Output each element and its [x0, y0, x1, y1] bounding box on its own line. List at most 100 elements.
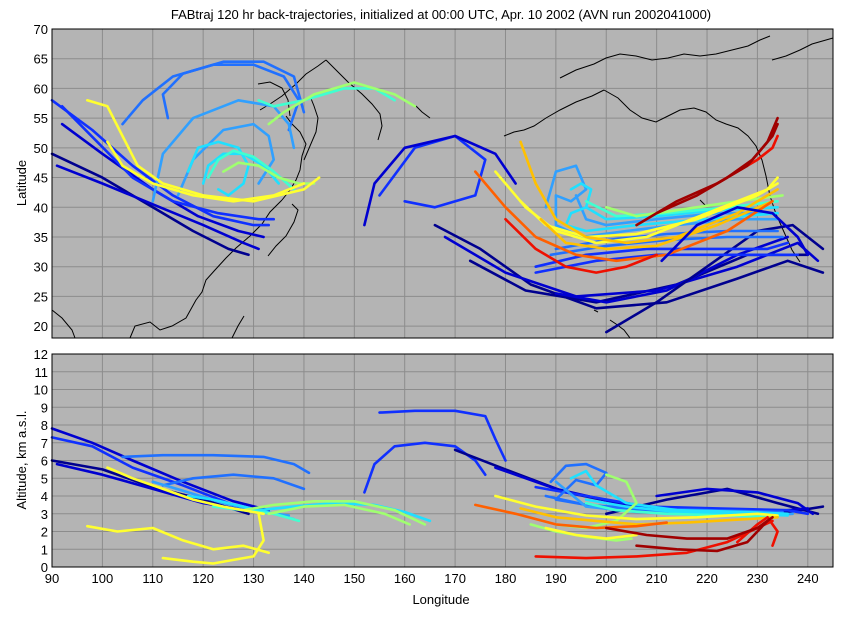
x-tick-label: 120	[192, 571, 214, 586]
x-tick-label: 130	[243, 571, 265, 586]
trajectory-line	[584, 200, 779, 218]
trajectory-line	[584, 206, 779, 221]
trajectory-line	[433, 223, 825, 310]
y-tick-label: 60	[34, 81, 48, 96]
altitude-panel-frame	[51, 353, 834, 568]
trajectory-line	[378, 409, 507, 462]
trajectory-line	[267, 503, 411, 526]
trajectory-line	[605, 194, 784, 218]
trajectory-line	[504, 217, 658, 274]
map-panel-frame	[51, 28, 834, 339]
x-tick-label: 200	[595, 571, 617, 586]
coastline	[303, 95, 319, 161]
y-tick-label: 25	[34, 289, 48, 304]
trajectory-line	[474, 170, 774, 263]
x-tick-label: 150	[343, 571, 365, 586]
trajectory-line	[519, 140, 779, 245]
trajectory-line	[605, 516, 774, 540]
trajectory-line	[50, 427, 270, 512]
trajectory-line	[544, 164, 779, 239]
x-tick-label: 180	[495, 571, 517, 586]
trajectory-line	[539, 200, 774, 251]
coastline	[257, 81, 291, 117]
trajectory-line	[106, 140, 306, 203]
trajectory-line	[55, 164, 260, 251]
y-tick-label: 50	[34, 141, 48, 156]
y-tick-label: 1	[41, 542, 48, 557]
trajectory-line	[121, 453, 311, 475]
trajectory-line	[564, 182, 779, 233]
y-tick-label: 5	[41, 471, 48, 486]
trajectory-line	[161, 473, 306, 491]
trajectory-line	[242, 500, 427, 526]
trajectory-line	[363, 134, 517, 227]
y-tick-label: 12	[34, 347, 48, 362]
coastline	[51, 309, 76, 339]
trajectory-line	[660, 206, 810, 263]
trajectory-line	[50, 99, 270, 227]
x-axis-label: Longitude	[412, 592, 469, 607]
trajectory-line	[549, 235, 784, 257]
trajectory-line	[363, 441, 487, 494]
y-tick-label: 35	[34, 230, 48, 245]
x-tick-label: 140	[293, 571, 315, 586]
y-tick-label: 55	[34, 111, 48, 126]
trajectory-line	[267, 81, 417, 126]
x-tick-label: 90	[45, 571, 59, 586]
trajectory-line	[544, 526, 638, 540]
coastline	[415, 105, 431, 119]
coastline	[129, 199, 283, 339]
y-tick-label: 20	[34, 319, 48, 334]
trajectory-line	[443, 235, 820, 298]
y-tick-label: 40	[34, 200, 48, 215]
x-tick-label: 190	[545, 571, 567, 586]
y-tick-label: 11	[35, 365, 49, 380]
trajectory-line	[569, 469, 789, 516]
trajectory-line	[655, 122, 779, 215]
trajectory-line	[186, 140, 250, 197]
coastline	[267, 203, 299, 257]
map-trajectories	[50, 60, 825, 334]
x-tick-label: 210	[646, 571, 668, 586]
x-tick-label: 240	[797, 571, 819, 586]
x-tick-label: 220	[696, 571, 718, 586]
y-tick-label: 7	[41, 436, 48, 451]
y-tick-label: 65	[34, 52, 48, 67]
coastline	[771, 37, 834, 61]
longitude-tick-labels: 90 100 110 120 130 140 150 160 170 180 190 200 210 22…	[45, 571, 819, 586]
x-tick-label: 100	[92, 571, 114, 586]
y-tick-label: 3	[41, 507, 48, 522]
y-tick-label: 6	[41, 454, 48, 469]
trajectory-line	[534, 253, 799, 274]
x-tick-label: 170	[444, 571, 466, 586]
coastlines	[51, 35, 834, 339]
trajectory-line	[519, 507, 779, 526]
map-panel: 20 25 30 35 40 45 50 55 60 65 70 Latitude	[14, 22, 834, 339]
y-tick-label: 70	[34, 22, 48, 37]
y-tick-label: 10	[34, 383, 48, 398]
trajectory-line	[554, 229, 779, 251]
y-tick-label: 4	[41, 489, 48, 504]
trajectory-line	[494, 494, 779, 521]
x-tick-label: 110	[142, 571, 163, 586]
trajectory-line	[151, 99, 296, 203]
trajectory-line	[50, 152, 250, 257]
coastline	[593, 309, 599, 313]
trajectory-line	[86, 99, 321, 203]
trajectory-line	[161, 512, 265, 565]
map-y-axis-label: Latitude	[14, 160, 29, 206]
trajectory-line	[584, 501, 779, 519]
trajectory-line	[474, 503, 668, 530]
altitude-y-axis-label: Altitude, km a.s.l.	[14, 411, 29, 510]
y-tick-label: 8	[41, 418, 48, 433]
trajectory-line	[534, 485, 810, 516]
map-y-tick-labels: 20 25 30 35 40 45 50 55 60 65 70	[34, 22, 48, 334]
trajectory-line	[121, 63, 301, 132]
trajectory-line	[574, 194, 779, 227]
trajectory-line	[378, 134, 487, 209]
altitude-trajectories	[50, 409, 825, 565]
x-tick-label: 230	[747, 571, 769, 586]
trajectory-line	[605, 487, 820, 516]
